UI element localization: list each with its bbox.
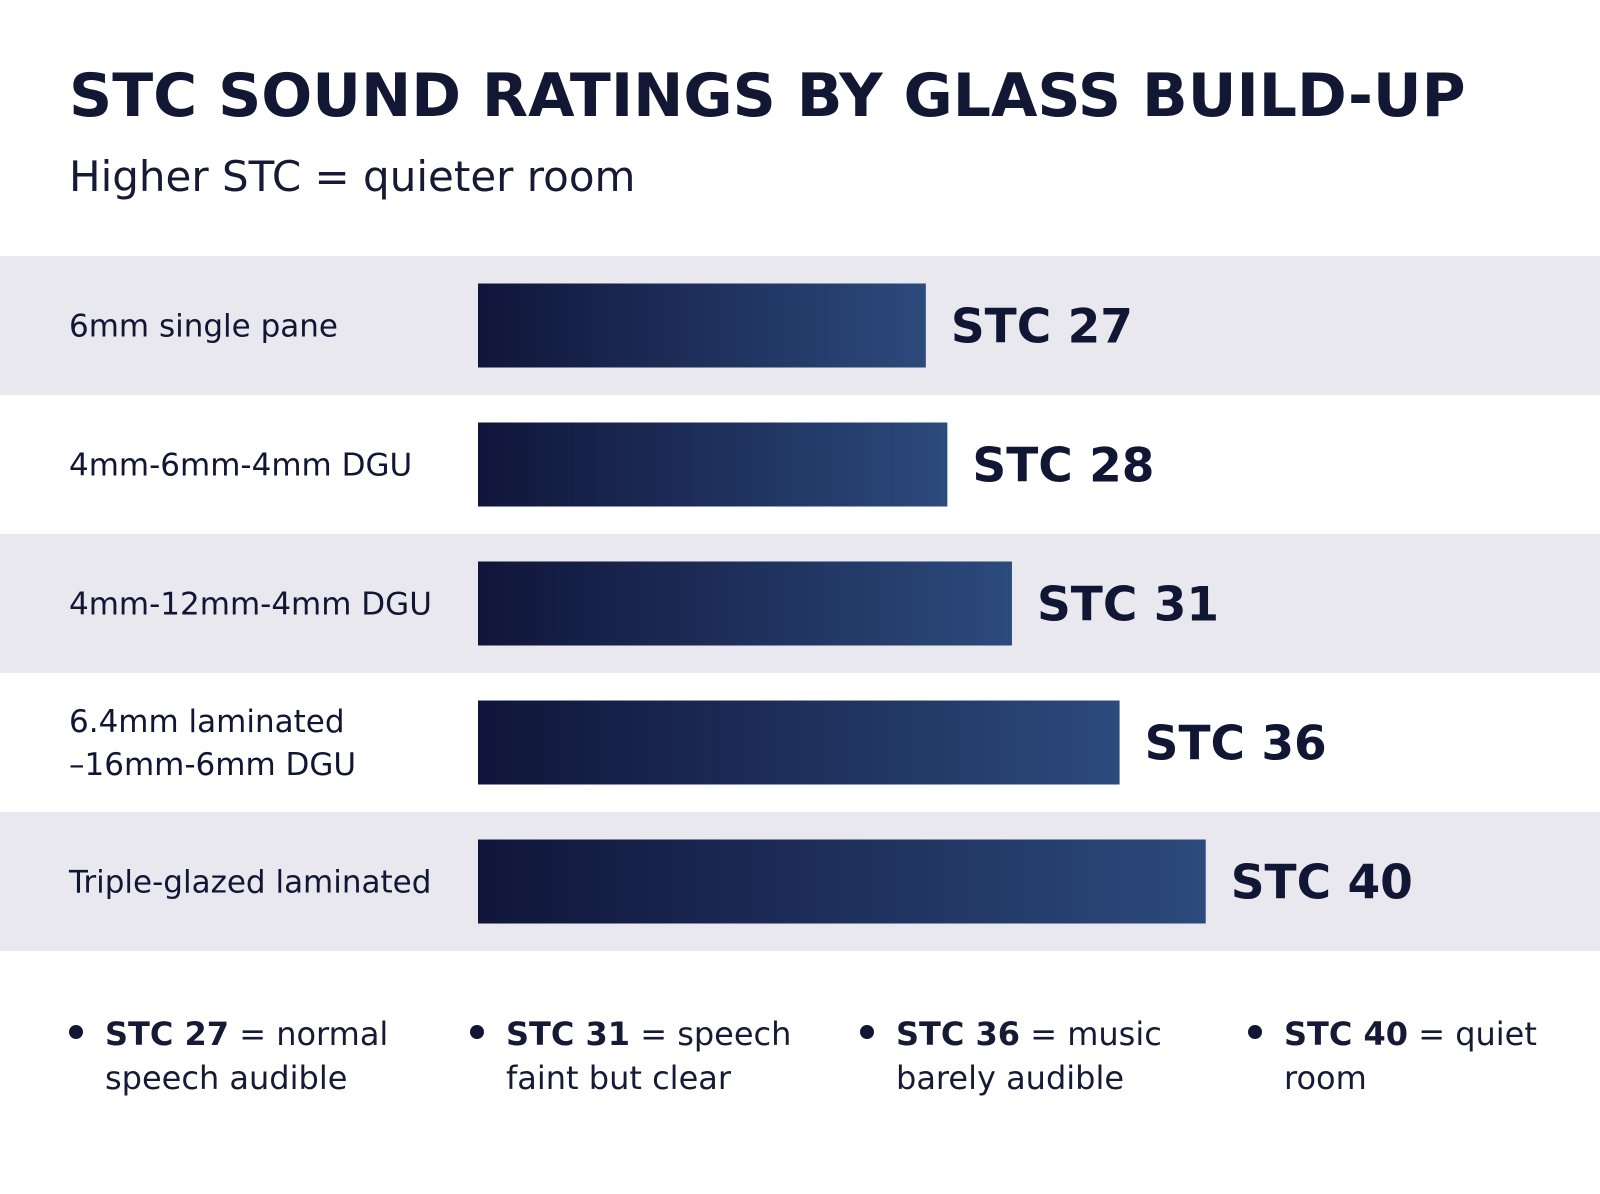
bullet-icon [470, 1025, 484, 1039]
legend-text: STC 36 = music barely audible [896, 1012, 1196, 1100]
legend-term: STC 31 [506, 1015, 631, 1053]
chart-title: STC SOUND RATINGS BY GLASS BUILD-UP [69, 61, 1466, 131]
bar [478, 839, 1206, 924]
legend-desc: = quiet room [1284, 1015, 1537, 1097]
category-label: 6.4mm laminated [69, 704, 345, 740]
data-label: STC 27 [951, 300, 1133, 355]
bullet-icon [860, 1025, 874, 1039]
bar [478, 561, 1012, 646]
data-label: STC 36 [1145, 717, 1327, 772]
bar [478, 422, 948, 507]
legend-text: STC 27 = normal speech audible [105, 1012, 405, 1100]
bar [478, 700, 1120, 785]
bullet-icon [69, 1025, 83, 1039]
category-label: –16mm-6mm DGU [69, 747, 356, 783]
category-label: 4mm-12mm-4mm DGU [69, 587, 432, 623]
legend-desc: = music barely audible [896, 1015, 1162, 1097]
legend-text: STC 31 = speech faint but clear [506, 1012, 806, 1100]
bar [478, 283, 926, 368]
legend-desc: = normal speech audible [105, 1015, 389, 1097]
data-label: STC 28 [972, 439, 1154, 494]
category-label: 6mm single pane [69, 309, 338, 345]
legend-desc: = speech faint but clear [506, 1015, 792, 1097]
category-label: Triple-glazed laminated [68, 865, 431, 901]
legend: STC 27 = normal speech audible STC 31 = … [0, 1012, 1600, 1122]
legend-text: STC 40 = quiet room [1284, 1012, 1544, 1100]
legend-term: STC 36 [896, 1015, 1021, 1053]
chart-subtitle: Higher STC = quieter room [69, 152, 636, 201]
data-label: STC 40 [1231, 856, 1413, 911]
category-label: 4mm-6mm-4mm DGU [69, 448, 412, 484]
data-label: STC 31 [1037, 578, 1219, 633]
legend-term: STC 27 [105, 1015, 230, 1053]
bullet-icon [1248, 1025, 1262, 1039]
legend-term: STC 40 [1284, 1015, 1409, 1053]
